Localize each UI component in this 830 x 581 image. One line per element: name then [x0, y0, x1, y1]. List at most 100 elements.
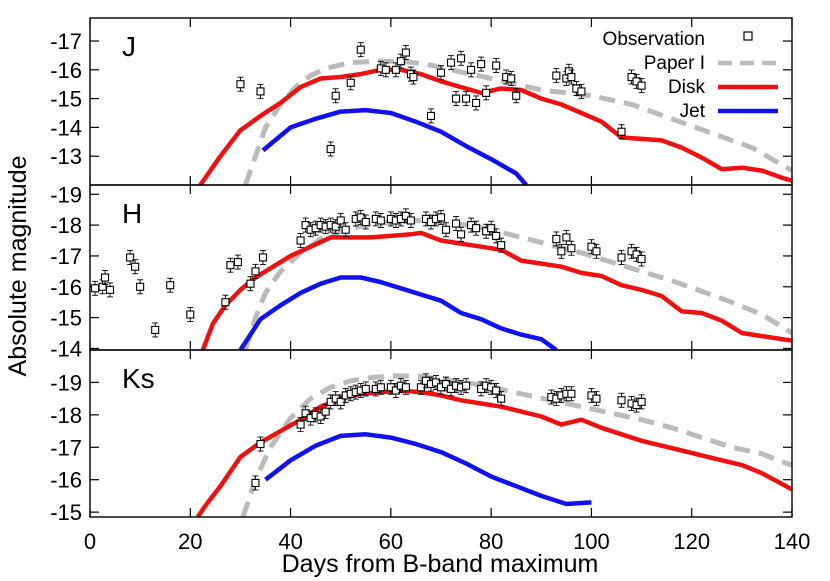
observation-point-j [326, 144, 335, 154]
y-tick-label-ks: -18 [50, 403, 82, 428]
observation-point-j [627, 72, 636, 82]
plot-area-h [90, 208, 792, 350]
observation-point-h [552, 234, 561, 244]
observation-point-ks [401, 383, 410, 392]
observation-point-j [409, 72, 418, 82]
paper-i-line-h [243, 217, 792, 350]
panel-h: -14 -15 -16 -17 -18 -19 H [50, 182, 793, 361]
x-tick-label: 60 [379, 529, 403, 554]
paper-i-line-j [243, 58, 792, 185]
observation-point-ks [336, 397, 345, 406]
plot-area-j [198, 42, 792, 185]
x-tick-label: 120 [673, 529, 710, 554]
observation-point-ks [321, 407, 330, 416]
disk-line-ks [195, 388, 792, 517]
observation-point-j [492, 61, 501, 70]
observation-point-ks [497, 394, 506, 403]
observation-point-h [632, 250, 641, 259]
x-tick-label: 0 [84, 529, 96, 554]
observation-point-h [361, 217, 370, 227]
observation-point-ks [617, 396, 626, 405]
observation-point-j [617, 127, 626, 136]
observation-point-h [166, 281, 175, 290]
observation-point-h [100, 273, 110, 282]
paper-i-line-ks [240, 373, 792, 517]
y-tick-label-j: -16 [50, 58, 82, 83]
observation-point-ks [462, 381, 471, 390]
y-tick-label-h: -19 [50, 182, 82, 207]
y-tick-label-ks: -19 [50, 370, 82, 395]
observation-point-h [136, 282, 145, 291]
y-tick-label-h: -16 [50, 275, 82, 300]
observation-point-j [457, 54, 466, 63]
observation-point-h [487, 224, 496, 233]
disk-line-h [200, 230, 792, 350]
observation-point-h [436, 213, 446, 222]
y-tick-label-ks: -16 [50, 468, 82, 493]
jet-line-j [261, 107, 528, 185]
observation-point-j [391, 65, 400, 74]
observation-point-j [451, 94, 461, 103]
jet-line-h [238, 275, 558, 350]
legend-marker-observation [743, 31, 753, 41]
observation-point-h [497, 241, 506, 250]
y-tick-label-ks: -17 [50, 435, 82, 460]
observation-point-j [637, 81, 646, 90]
observation-point-ks [361, 384, 370, 393]
panel-frame-ks [89, 349, 793, 518]
y-tick-label-h: -17 [50, 244, 82, 269]
observation-point-j [436, 68, 446, 77]
observation-point-j [331, 91, 340, 100]
x-axis-title: Days from B-band maximum [282, 550, 599, 578]
legend-label-paper-i: Paper I [644, 53, 705, 74]
y-tick-label-h: -15 [50, 306, 82, 331]
observation-point-h [401, 211, 410, 220]
observation-point-j [467, 65, 476, 74]
observation-point-ks [431, 378, 441, 387]
legend-label-observation: Observation [603, 29, 705, 50]
observation-point-h [592, 247, 601, 256]
observation-point-h [451, 219, 461, 228]
observation-point-h [251, 267, 260, 276]
observation-point-ks [256, 439, 265, 449]
observation-point-j [396, 57, 405, 66]
observation-point-h [258, 253, 268, 262]
observation-point-j [512, 91, 521, 100]
observation-point-h [131, 262, 140, 271]
observation-point-ks [567, 389, 576, 398]
observation-point-h [472, 224, 481, 233]
observation-point-h [562, 233, 571, 242]
x-tick-label: 20 [178, 529, 202, 554]
observation-point-ks [441, 379, 451, 389]
observation-point-j [236, 80, 245, 89]
observation-point-ks [592, 394, 601, 403]
observation-point-h [406, 216, 415, 225]
observation-point-ks [296, 420, 305, 429]
y-tick-label-ks: -15 [50, 500, 82, 525]
observation-point-j [256, 87, 265, 96]
panel-label-h: H [122, 198, 142, 229]
observation-point-ks [376, 383, 385, 392]
panel-j: -13 -14 -15 -16 -17 J [50, 17, 793, 186]
observation-point-h [457, 230, 466, 239]
observation-point-h [186, 310, 195, 319]
x-tick-label: 40 [278, 529, 302, 554]
observation-point-h [246, 279, 255, 288]
legend-label-disk: Disk [668, 77, 705, 98]
observation-point-j [401, 48, 410, 57]
observation-point-j [577, 87, 586, 96]
observation-point-h [126, 253, 135, 262]
y-tick-label-j: -14 [50, 115, 82, 140]
observation-point-ks [301, 409, 310, 418]
y-tick-label-j: -17 [50, 29, 82, 54]
observation-point-h [296, 236, 305, 245]
observation-point-j [477, 60, 486, 69]
observation-point-h [376, 216, 385, 225]
observation-point-h [233, 258, 242, 267]
y-tick-label-j: -13 [50, 144, 82, 169]
observation-point-h [226, 261, 235, 270]
observation-point-h [587, 242, 596, 251]
observation-point-h [557, 247, 566, 256]
observation-point-h [331, 222, 340, 231]
observation-point-j [482, 88, 491, 97]
